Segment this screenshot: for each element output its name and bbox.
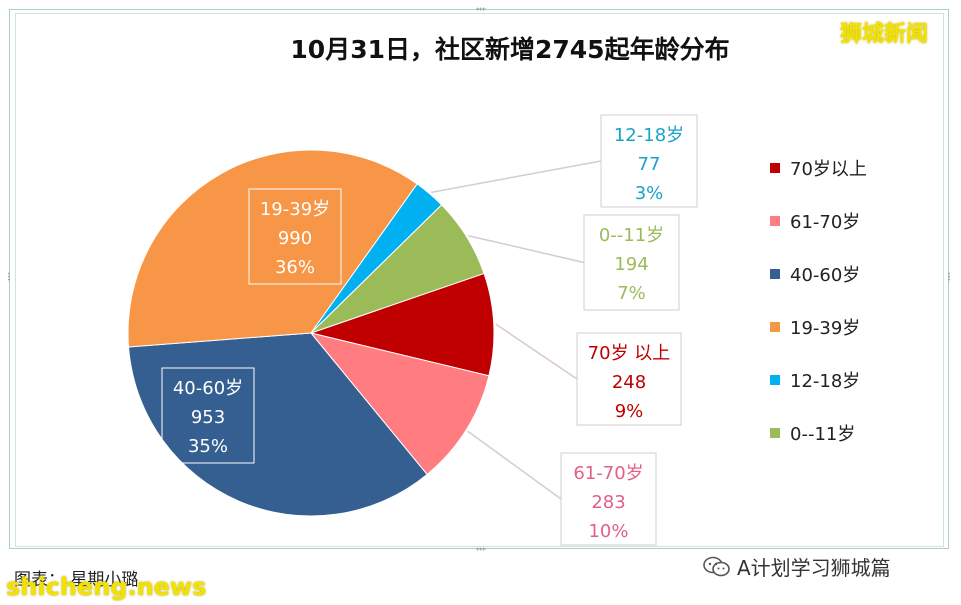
data-label-value-19-39: 990 bbox=[278, 228, 312, 249]
data-label-category-61-70: 61-70岁 bbox=[573, 463, 643, 484]
leader-line-0-11 bbox=[468, 234, 585, 264]
data-label-percent-61-70: 10% bbox=[588, 521, 628, 542]
legend-item-40-60: 40-60岁 bbox=[770, 261, 867, 287]
legend-item-61-70: 61-70岁 bbox=[770, 208, 867, 234]
data-label-percent-12-18: 3% bbox=[635, 183, 664, 204]
leader-line-61-70 bbox=[467, 430, 562, 500]
data-label-box-70+ bbox=[576, 332, 682, 426]
chart-inner-frame bbox=[15, 13, 944, 547]
pie-slice-19-39 bbox=[127, 149, 418, 348]
resize-handle-left[interactable] bbox=[7, 272, 11, 282]
data-label-percent-19-39: 36% bbox=[275, 257, 315, 278]
legend-item-19-39: 19-39岁 bbox=[770, 314, 867, 340]
pie-slice-0-11 bbox=[310, 204, 485, 334]
leader-line-12-18 bbox=[431, 160, 602, 194]
data-label-box-61-70 bbox=[560, 452, 657, 546]
data-label-percent-40-60: 35% bbox=[188, 436, 228, 457]
pie-slice-40-60 bbox=[127, 332, 428, 517]
legend-label-0-11: 0--11岁 bbox=[790, 424, 856, 445]
legend-swatch-19-39 bbox=[770, 322, 780, 332]
legend-label-70+: 70岁以上 bbox=[790, 159, 867, 180]
legend-item-12-18: 12-18岁 bbox=[770, 367, 867, 393]
data-label-value-0-11: 194 bbox=[614, 254, 648, 275]
legend-swatch-40-60 bbox=[770, 269, 780, 279]
legend-swatch-61-70 bbox=[770, 216, 780, 226]
chart-title: 10月31日，社区新增2745起年龄分布 bbox=[290, 35, 730, 64]
data-label-category-12-18: 12-18岁 bbox=[614, 125, 684, 146]
legend-swatch-0-11 bbox=[770, 428, 780, 438]
legend-item-0-11: 0--11岁 bbox=[770, 420, 867, 446]
leader-line-70+ bbox=[495, 323, 578, 380]
data-label-value-61-70: 283 bbox=[591, 492, 625, 513]
chart-legend: 70岁以上 61-70岁 40-60岁 19-39岁 12-18岁 0--11岁 bbox=[770, 155, 867, 473]
data-label-box-19-39 bbox=[248, 188, 342, 285]
pie-slice-61-70 bbox=[309, 332, 490, 476]
brand-watermark: 狮城新闻 bbox=[840, 22, 929, 47]
data-label-box-12-18 bbox=[600, 114, 698, 208]
resize-handle-top[interactable] bbox=[476, 7, 486, 11]
data-label-category-19-39: 19-39岁 bbox=[260, 199, 330, 220]
legend-label-40-60: 40-60岁 bbox=[790, 265, 861, 286]
chart-source-credit: 图表： 星期小璐 bbox=[14, 570, 139, 590]
legend-swatch-12-18 bbox=[770, 375, 780, 385]
data-label-value-70+: 248 bbox=[612, 372, 646, 393]
data-label-box-0-11 bbox=[583, 214, 680, 311]
legend-item-70+: 70岁以上 bbox=[770, 155, 867, 181]
legend-label-19-39: 19-39岁 bbox=[790, 318, 861, 339]
data-label-value-40-60: 953 bbox=[191, 407, 225, 428]
data-label-percent-0-11: 7% bbox=[617, 283, 646, 304]
data-label-category-40-60: 40-60岁 bbox=[173, 378, 243, 399]
data-label-box-40-60 bbox=[161, 367, 255, 464]
data-label-category-0-11: 0--11岁 bbox=[599, 225, 664, 246]
legend-label-12-18: 12-18岁 bbox=[790, 371, 861, 392]
resize-handle-right[interactable] bbox=[947, 272, 951, 282]
data-label-value-12-18: 77 bbox=[638, 154, 661, 175]
legend-label-61-70: 61-70岁 bbox=[790, 212, 861, 233]
resize-handle-bottom[interactable] bbox=[476, 547, 486, 551]
wechat-account: A计划学习狮城篇 bbox=[703, 552, 891, 581]
wechat-account-name: A计划学习狮城篇 bbox=[737, 556, 891, 580]
legend-swatch-70+ bbox=[770, 163, 780, 173]
wechat-icon bbox=[703, 556, 731, 578]
data-label-percent-70+: 9% bbox=[615, 401, 644, 422]
pie-slice-70+ bbox=[309, 272, 495, 377]
site-watermark: shicheng.news bbox=[6, 573, 207, 601]
data-label-category-70+: 70岁 以上 bbox=[588, 343, 671, 364]
